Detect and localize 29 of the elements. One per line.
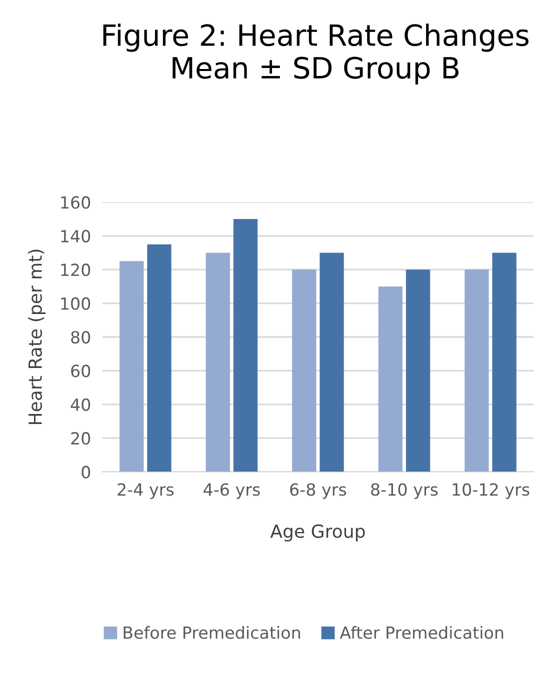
bar (206, 252, 230, 472)
x-tick-label: 6-8 yrs (290, 483, 346, 500)
chart-title: Figure 2: Heart Rate Changes Mean ± SD Group B (103, 24, 528, 84)
y-tick-label: 40 (70, 398, 90, 411)
legend-label: Before Premedication (124, 626, 300, 639)
bar (292, 270, 316, 472)
bar (406, 270, 430, 472)
y-tick-label: 0 (82, 466, 90, 478)
y-tick-label: 100 (61, 297, 90, 310)
x-tick-label: 10-12 yrs (452, 483, 530, 500)
bar (320, 252, 344, 472)
x-tick-label: 8-10 yrs (371, 483, 438, 500)
y-tick-label: 20 (71, 432, 90, 445)
bar (378, 286, 403, 472)
x-tick-label: 4-6 yrs (204, 483, 260, 500)
bar (147, 244, 172, 472)
y-tick-label: 140 (61, 230, 90, 242)
bar (233, 219, 258, 472)
x-axis-title: Age Group (270, 524, 365, 542)
y-tick-label: 120 (61, 264, 90, 276)
y-tick-label: 60 (71, 364, 90, 378)
bar (492, 252, 516, 472)
y-tick-label: 80 (71, 330, 90, 344)
bar (120, 261, 144, 472)
y-axis-title: Heart Rate (per mt) (28, 250, 46, 424)
y-tick-label: 160 (61, 196, 90, 209)
legend-label: After Premedication (340, 626, 504, 639)
bar (464, 270, 489, 472)
x-tick-label: 2-4 yrs (118, 483, 174, 500)
